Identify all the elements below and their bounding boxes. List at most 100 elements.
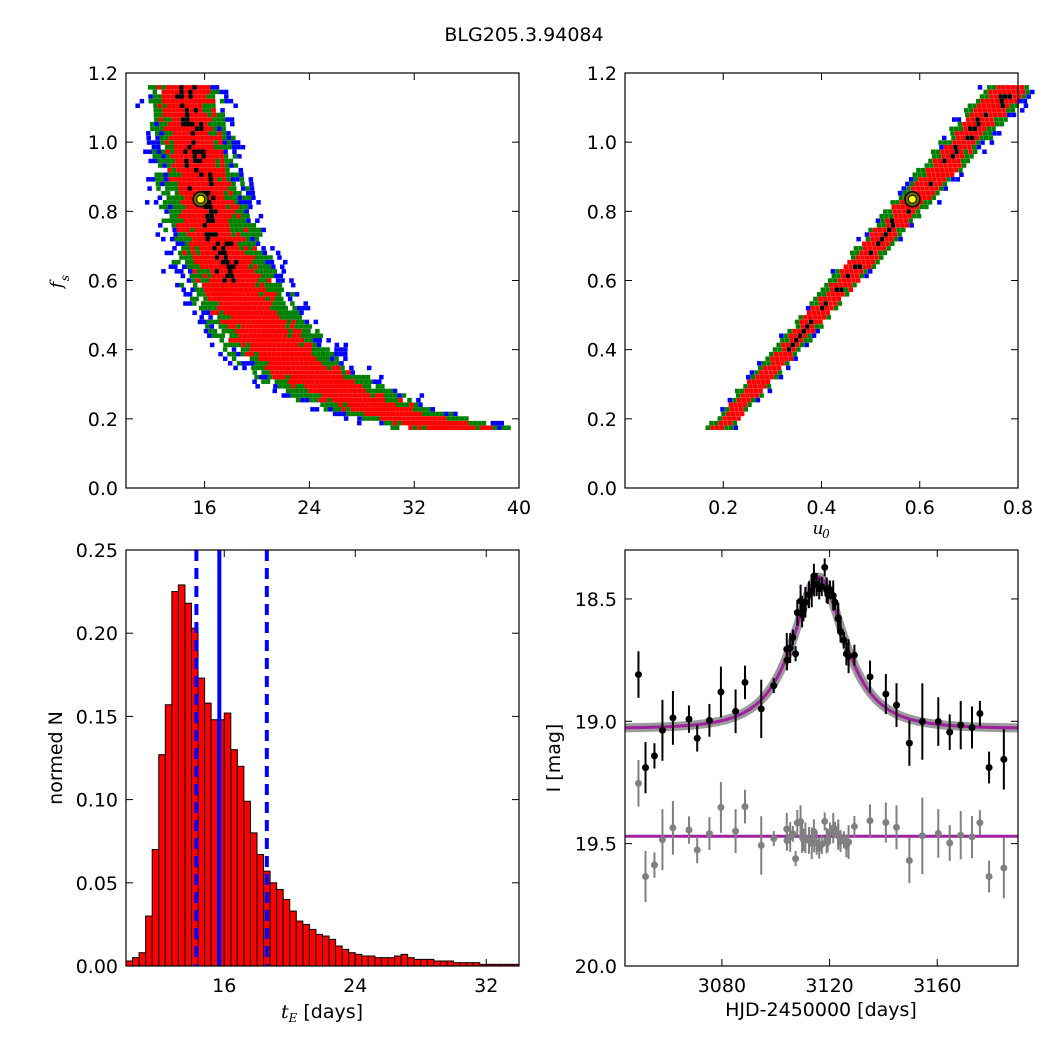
density-cell [417, 411, 422, 417]
density-cell [205, 144, 210, 150]
density-cell [177, 209, 183, 214]
density-cell [814, 301, 819, 306]
density-cell [1006, 89, 1012, 95]
density-cell [202, 108, 207, 113]
density-cell [771, 361, 776, 366]
density-cell [343, 388, 349, 394]
density-cell [366, 388, 371, 394]
density-cell [741, 397, 747, 403]
density-cell [231, 278, 236, 283]
density-cell [354, 407, 360, 412]
density-cell [368, 411, 373, 417]
density-cell [941, 154, 946, 159]
density-cell [379, 388, 384, 394]
density-cell [421, 425, 427, 430]
density-cell [804, 319, 809, 325]
density-cell [214, 149, 219, 154]
density-cell [463, 420, 469, 426]
density-cell [789, 338, 794, 343]
density-cell [966, 121, 972, 127]
density-cell [859, 273, 865, 279]
density-cell [320, 402, 325, 407]
density-cell [226, 140, 232, 145]
residual-point [757, 841, 765, 849]
density-cell [758, 365, 763, 371]
density-cell [219, 190, 224, 196]
density-cell [275, 250, 281, 256]
density-cell [998, 94, 1003, 99]
density-cell [205, 269, 211, 274]
density-cell [934, 167, 940, 173]
density-cell [184, 223, 190, 228]
density-cell [736, 416, 741, 421]
density-cell [215, 223, 221, 228]
density-cell [265, 370, 271, 375]
density-cell [299, 310, 304, 315]
density-cell [153, 98, 158, 104]
density-cell [501, 425, 507, 430]
data-point [634, 671, 642, 679]
density-cell [819, 324, 824, 329]
density-cell [334, 393, 340, 398]
density-cell [230, 315, 236, 320]
density-cell [734, 388, 740, 394]
density-cell [215, 282, 220, 288]
density-cell [218, 301, 224, 306]
density-cell [479, 425, 485, 430]
density-cell [382, 402, 388, 407]
density-cell [357, 416, 362, 421]
density-cell [737, 402, 743, 407]
x-axis-label: HJD-2450000 [days] [725, 999, 917, 1021]
density-cell [302, 351, 308, 357]
density-cell [964, 154, 970, 159]
density-cell [177, 177, 182, 182]
density-cell [993, 94, 999, 99]
density-cell [359, 411, 365, 417]
density-cell [215, 163, 221, 168]
density-cell [201, 94, 207, 99]
density-cell [495, 420, 500, 426]
density-cell [250, 292, 255, 297]
density-cell [246, 190, 251, 196]
density-cell [255, 384, 260, 389]
density-cell [931, 154, 937, 159]
data-point [642, 764, 650, 772]
density-cell [172, 204, 177, 210]
y-tick-label: 0.05 [76, 873, 118, 895]
density-cell [994, 121, 1000, 127]
density-cell [279, 370, 284, 375]
density-cell [383, 388, 389, 394]
density-cell [216, 305, 222, 311]
density-cell [150, 126, 155, 132]
density-cell [365, 374, 371, 380]
density-cell [772, 365, 777, 371]
density-cell [933, 181, 938, 187]
density-cell [221, 305, 226, 311]
density-cell [444, 411, 449, 417]
density-cell [295, 365, 301, 371]
density-cell [298, 374, 304, 380]
density-cell [978, 131, 983, 136]
density-cell [874, 255, 879, 260]
density-cell [957, 121, 963, 127]
density-cell [384, 397, 390, 403]
density-cell [236, 361, 242, 366]
density-cell [186, 140, 192, 145]
density-cell [144, 200, 150, 205]
density-cell [769, 351, 774, 357]
density-cell [346, 370, 351, 375]
density-cell [410, 416, 416, 421]
y-tick-label: 1.0 [88, 132, 118, 154]
density-cell [240, 186, 246, 191]
density-cell [278, 273, 284, 279]
density-cell [210, 158, 216, 164]
density-cell [151, 140, 156, 145]
density-cell [972, 126, 978, 132]
density-cell [276, 301, 282, 306]
density-cell [731, 416, 737, 421]
density-cell [290, 292, 295, 297]
density-cell [269, 259, 275, 265]
density-cell [797, 333, 803, 338]
density-cell [834, 287, 840, 292]
density-cell [492, 425, 498, 430]
